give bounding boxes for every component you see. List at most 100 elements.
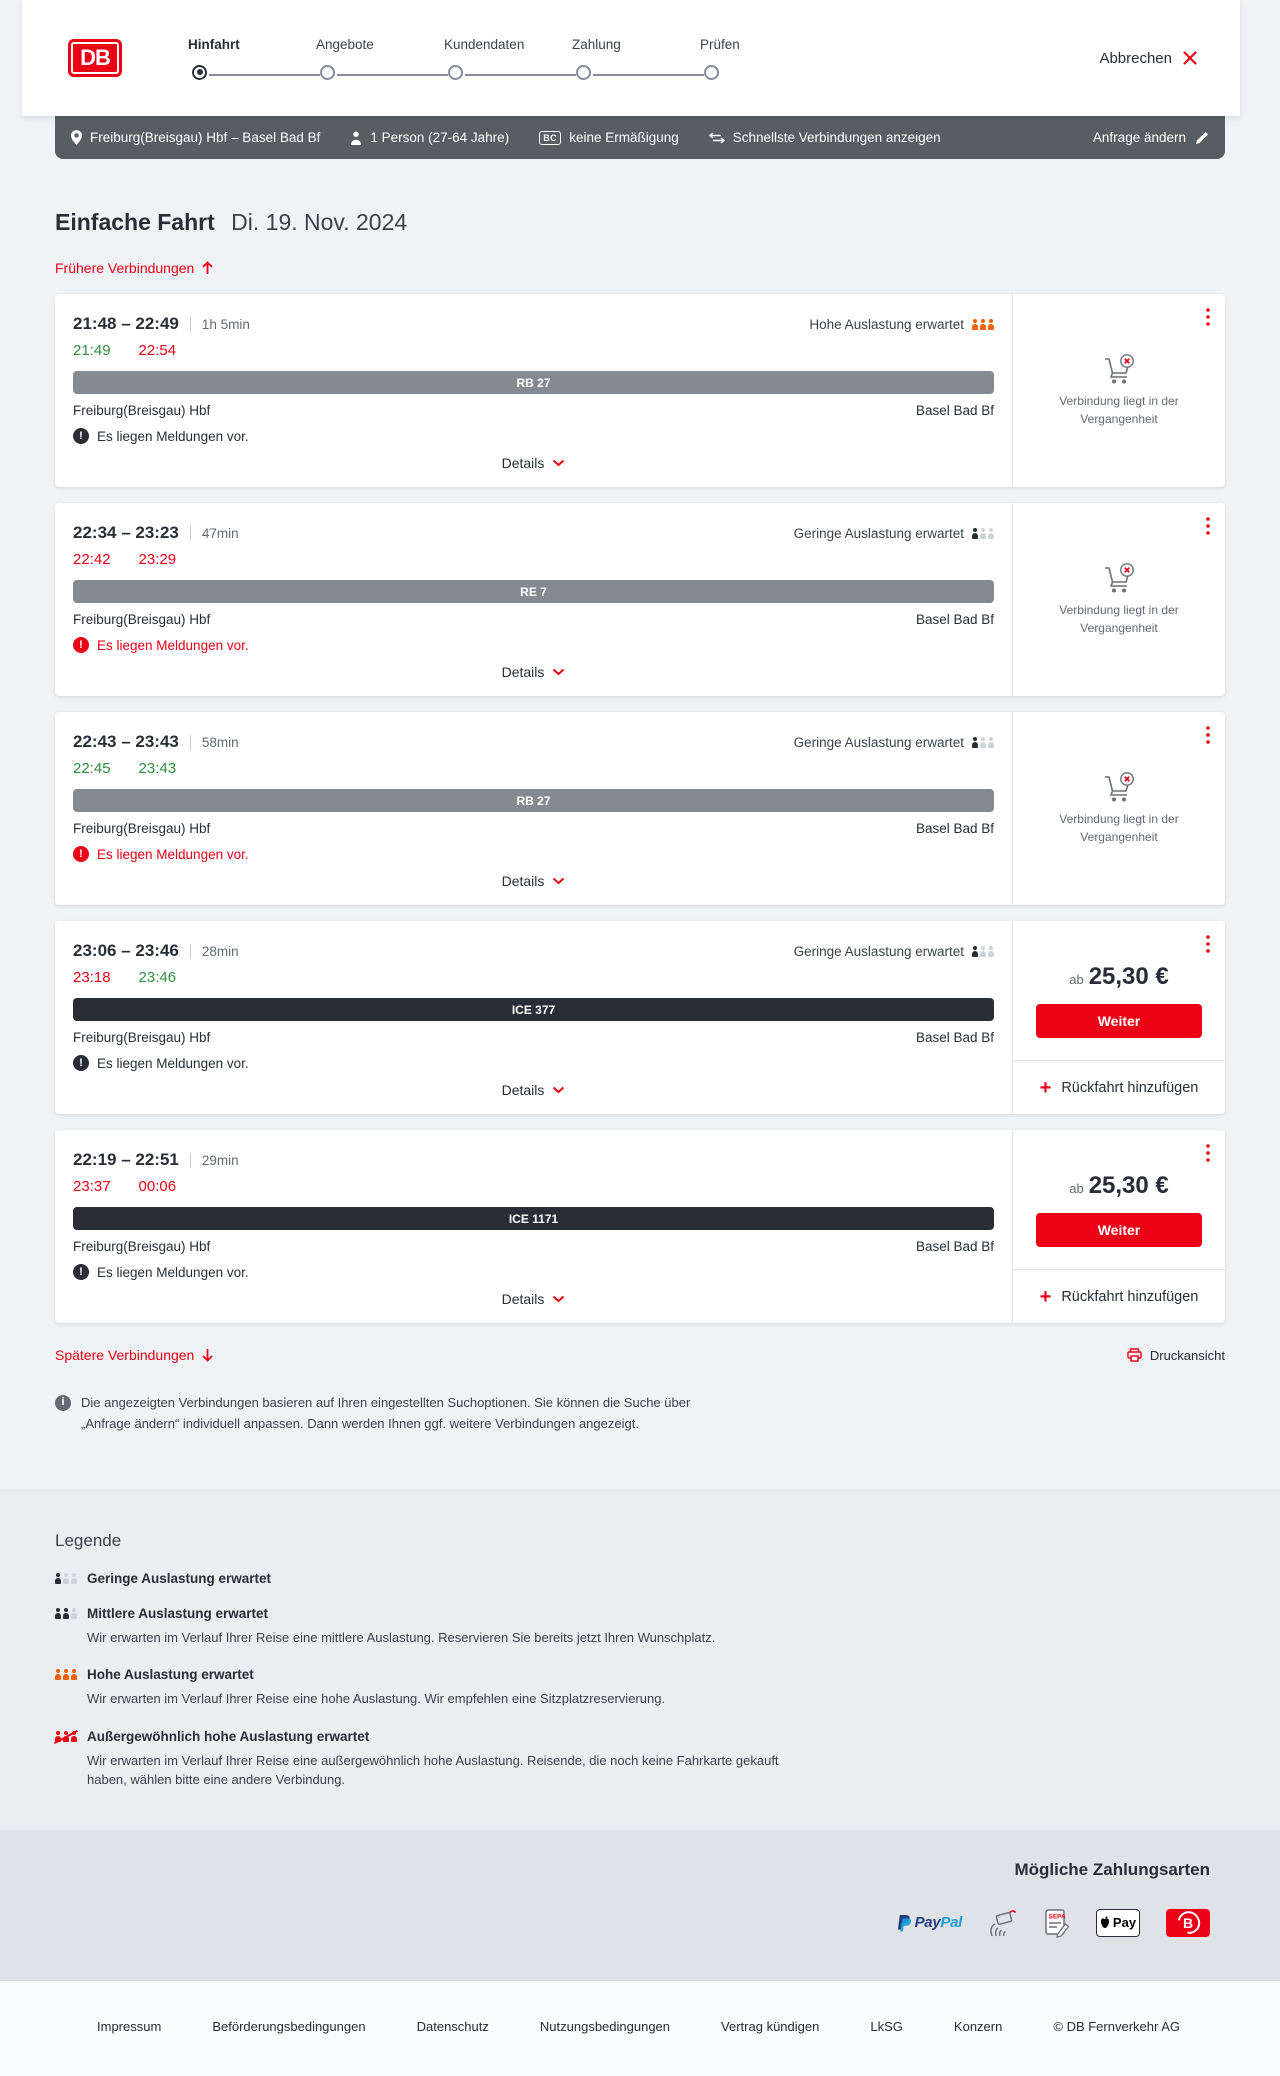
connection-side-panel: Verbindung liegt in der Vergangenheit — [1012, 294, 1225, 487]
details-toggle[interactable]: Details — [502, 1283, 566, 1311]
time-range: 22:34 – 23:23 — [73, 523, 179, 542]
cancel-button[interactable]: Abbrechen — [1099, 50, 1198, 67]
realtime-departure: 23:18 — [73, 969, 111, 986]
add-return-button[interactable]: Rückfahrt hinzufügen — [1013, 1269, 1225, 1323]
step-kundendaten[interactable]: Kundendaten — [444, 37, 576, 80]
svg-text:SEPA: SEPA — [1049, 1913, 1067, 1920]
details-toggle[interactable]: Details — [502, 865, 566, 893]
time-range: 22:19 – 22:51 — [73, 1150, 179, 1169]
separator — [189, 734, 191, 750]
chevron-down-icon — [553, 459, 565, 467]
cart-unavailable-icon — [1105, 563, 1134, 593]
past-note-text: Verbindung liegt in der Vergangenheit — [1059, 812, 1179, 844]
duration: 47min — [201, 525, 239, 541]
warning-icon — [73, 1055, 89, 1071]
printer-icon — [1127, 1348, 1142, 1362]
duration: 1h 5min — [201, 316, 250, 332]
kebab-menu[interactable] — [1204, 1142, 1212, 1169]
add-return-button[interactable]: Rückfahrt hinzufügen — [1013, 1060, 1225, 1114]
kebab-menu[interactable] — [1204, 306, 1212, 333]
earlier-connections-label: Frühere Verbindungen — [55, 260, 195, 276]
occupancy-low-icon — [972, 737, 994, 748]
footer-link-impressum[interactable]: Impressum — [97, 2018, 162, 2034]
train-label: RE 7 — [520, 584, 547, 599]
sort-option[interactable]: Schnellste Verbindungen anzeigen — [708, 130, 941, 145]
footer-copyright: © DB Fernverkehr AG — [1053, 2018, 1180, 2034]
db-logo[interactable]: DB — [68, 39, 122, 77]
separator — [189, 525, 191, 541]
price: ab 25,30 € — [1069, 1172, 1169, 1200]
legend-label: Hohe Auslastung erwartet — [87, 1667, 254, 1683]
occupancy-low-icon — [972, 528, 994, 539]
continue-button[interactable]: Weiter — [1036, 1213, 1202, 1247]
edit-request-button[interactable]: Anfrage ändern — [1093, 130, 1209, 145]
footer-link-datenschutz[interactable]: Datenschutz — [416, 2018, 489, 2034]
details-toggle[interactable]: Details — [502, 1074, 566, 1102]
earlier-connections-link[interactable]: Frühere Verbindungen — [55, 260, 214, 276]
connection-message: Es liegen Meldungen vor. — [73, 637, 994, 653]
occupancy-label: Hohe Auslastung erwartet — [809, 317, 964, 332]
plus-icon — [1040, 1287, 1052, 1307]
connection-message: Es liegen Meldungen vor. — [73, 428, 994, 444]
search-criteria-bar: Freiburg(Breisgau) Hbf – Basel Bad Bf 1 … — [55, 116, 1225, 159]
step-label: Zahlung — [572, 36, 621, 52]
continue-button[interactable]: Weiter — [1036, 1004, 1202, 1038]
kebab-menu[interactable] — [1204, 724, 1212, 751]
time-range: 22:43 – 23:43 — [73, 732, 179, 751]
search-info-note: Die angezeigten Verbindungen basieren au… — [55, 1393, 735, 1435]
realtime-departure: 22:42 — [73, 551, 111, 568]
footer-link-nutzungsbedingungen[interactable]: Nutzungsbedingungen — [539, 2018, 671, 2034]
kebab-menu[interactable] — [1204, 515, 1212, 542]
bahncard-icon: BC — [539, 130, 562, 145]
step-pruefen[interactable]: Prüfen — [700, 37, 828, 80]
occupancy-indicator: Geringe Auslastung erwartet — [794, 735, 994, 750]
details-label: Details — [501, 455, 545, 471]
connection-times: 22:43 – 23:43 58min — [73, 732, 239, 752]
details-label: Details — [501, 664, 545, 680]
legend-description: Wir erwarten im Verlauf Ihrer Reise eine… — [87, 1629, 716, 1645]
arrow-down-icon — [202, 1349, 213, 1362]
connection-side-panel: ab 25,30 € Weiter Rückfahrt hinzufügen — [1012, 1130, 1225, 1323]
step-zahlung[interactable]: Zahlung — [572, 36, 704, 80]
realtime-arrival: 23:46 — [138, 969, 177, 986]
discount-summary: BC keine Ermäßigung — [539, 130, 679, 145]
separator — [189, 1152, 191, 1168]
hand-card-icon — [990, 1909, 1017, 1936]
separator — [189, 943, 191, 959]
footer-link-vertrag-kuendigen[interactable]: Vertrag kündigen — [721, 2018, 820, 2034]
chevron-down-icon — [553, 1086, 565, 1094]
apple-pay-icon: Pay — [1096, 1908, 1140, 1937]
step-label: Hinfahrt — [188, 36, 240, 52]
footer-link-befoerderungsbedingungen[interactable]: Beförderungsbedingungen — [212, 2018, 366, 2034]
details-toggle[interactable]: Details — [502, 447, 566, 475]
price-amount: 25,30 € — [1088, 963, 1169, 990]
details-label: Details — [501, 873, 545, 889]
footer-link-lksg[interactable]: LkSG — [870, 2018, 903, 2034]
legend-item-high: Hohe Auslastung erwartet Wir erwarten im… — [55, 1667, 1225, 1709]
details-toggle[interactable]: Details — [502, 656, 566, 684]
connection-card: 22:34 – 23:23 47min Geringe Auslastung e… — [55, 503, 1225, 696]
footer-link-konzern[interactable]: Konzern — [953, 2018, 1003, 2034]
legend-item-medium: Mittlere Auslastung erwartet Wir erwarte… — [55, 1606, 1225, 1648]
cart-unavailable-icon — [1105, 354, 1134, 384]
location-pin-icon — [71, 130, 82, 145]
info-icon — [55, 1395, 71, 1411]
kebab-menu[interactable] — [1204, 933, 1212, 960]
step-hinfahrt[interactable]: Hinfahrt — [188, 36, 320, 80]
trip-type-label: Einfache Fahrt — [55, 209, 215, 235]
step-dot — [192, 64, 207, 80]
connection-card: 22:19 – 22:51 29min 23:37 00:06 ICE 1171… — [55, 1130, 1225, 1323]
details-label: Details — [501, 1082, 545, 1098]
later-connections-link[interactable]: Spätere Verbindungen — [55, 1347, 214, 1363]
occupancy-high-icon — [55, 1669, 77, 1681]
print-view-button[interactable]: Druckansicht — [1127, 1348, 1225, 1363]
step-angebote[interactable]: Angebote — [316, 37, 448, 80]
legend-label: Geringe Auslastung erwartet — [87, 1570, 272, 1586]
details-label: Details — [501, 1291, 545, 1307]
connection-message: Es liegen Meldungen vor. — [73, 1264, 994, 1280]
realtime-arrival: 23:29 — [138, 551, 177, 568]
train-label: ICE 1171 — [508, 1211, 559, 1226]
swap-arrows-icon — [708, 131, 725, 144]
edit-request-label: Anfrage ändern — [1092, 130, 1186, 145]
connection-message: Es liegen Meldungen vor. — [73, 1055, 994, 1071]
